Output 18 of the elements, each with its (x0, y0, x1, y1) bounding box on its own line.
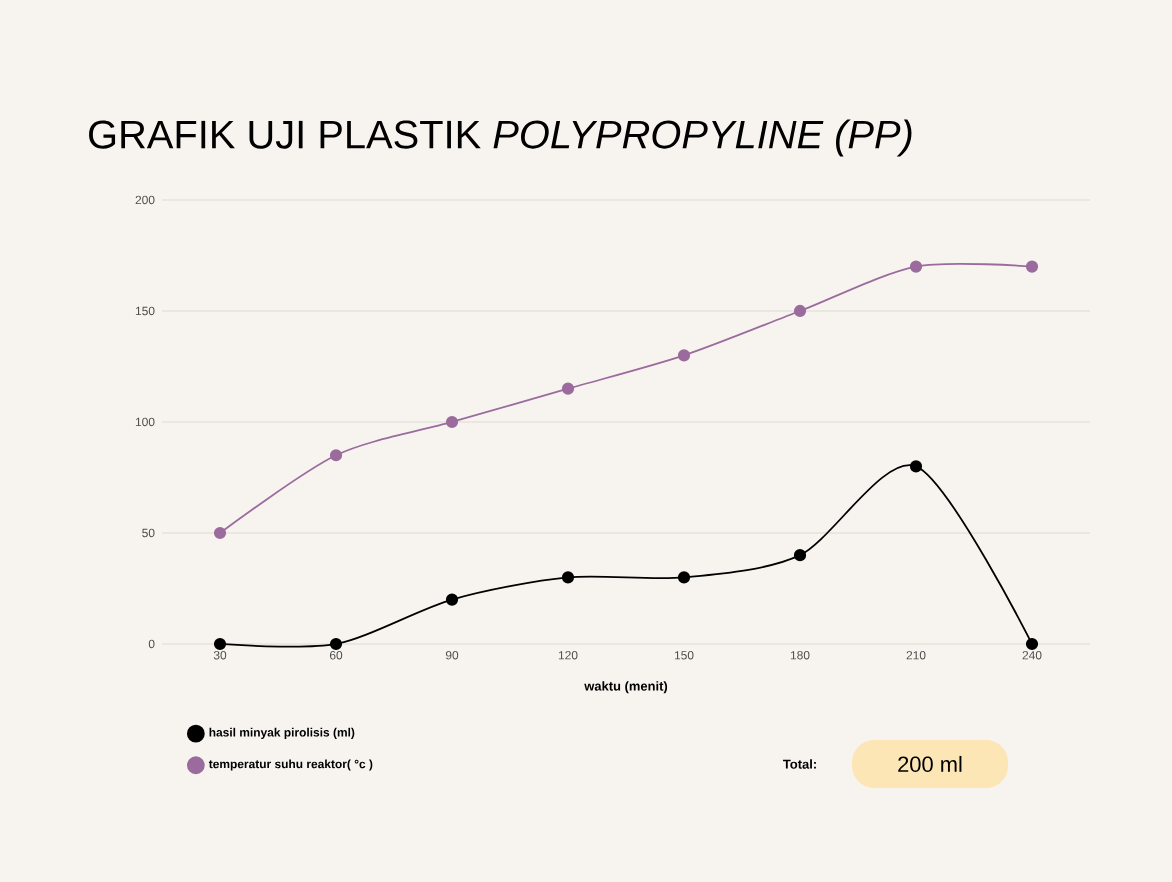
point (677, 349, 691, 362)
point (909, 460, 923, 473)
point (793, 304, 807, 318)
text: 200 ml (898, 755, 962, 773)
point (329, 637, 343, 651)
chart-title: GRAFIK UJI PLASTIK POLYPROPYLINE (PP) (89, 119, 912, 157)
point (793, 549, 807, 562)
point (561, 571, 575, 584)
point (445, 593, 459, 606)
point (1025, 637, 1039, 651)
point (329, 449, 343, 462)
point (445, 415, 459, 429)
point (1025, 260, 1039, 273)
point (677, 571, 691, 584)
point (909, 260, 923, 273)
point (213, 526, 227, 540)
point (561, 382, 575, 395)
point (213, 637, 227, 651)
